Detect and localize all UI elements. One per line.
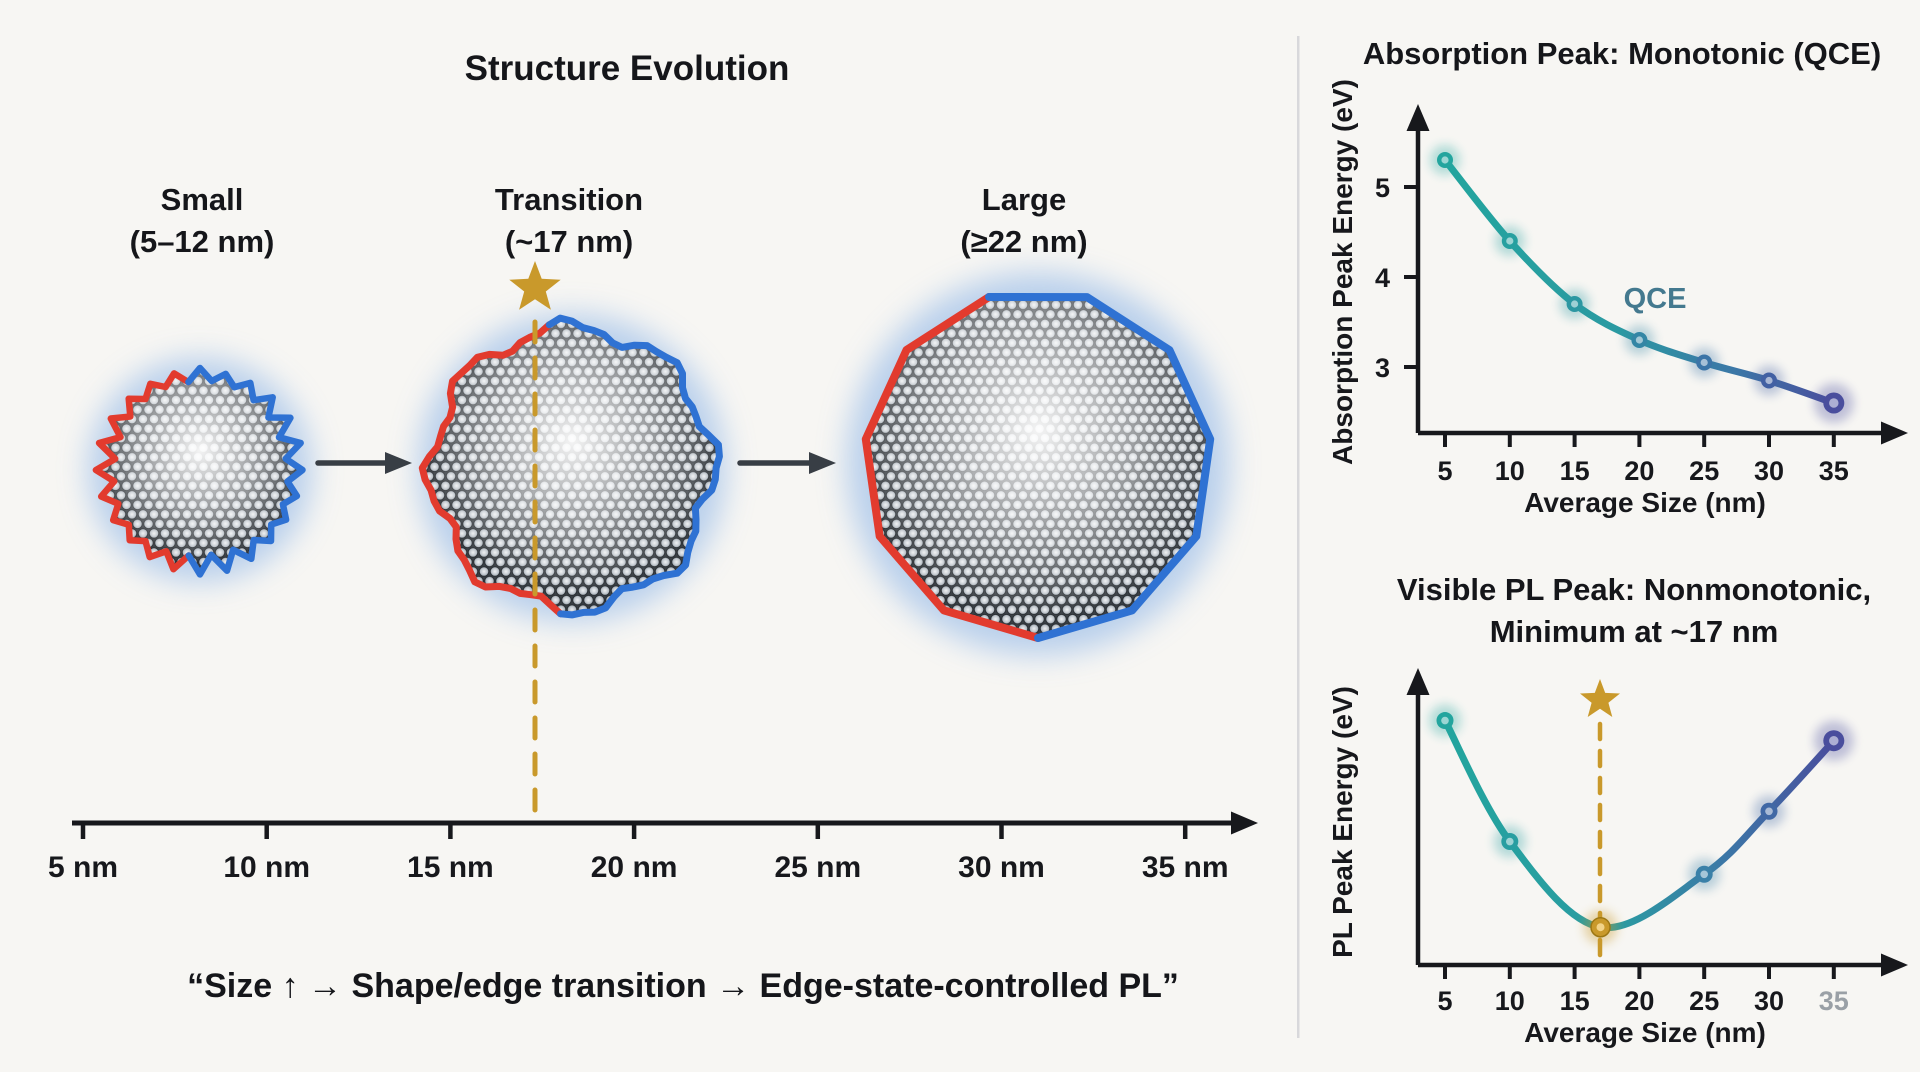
pl-xtick-label: 35 <box>1819 986 1849 1016</box>
zigzag-edge-red <box>418 321 564 618</box>
panel-divider <box>1297 36 1300 1038</box>
size-axis-label: 30 nm <box>958 851 1045 884</box>
growth-arrowhead <box>809 452 836 474</box>
structure-evolution-graphics: 5 nm 10 nm 15 nm 20 nm 25 nm 30 nm 35 nm <box>48 261 1258 884</box>
absorption-xlabel: Average Size (nm) <box>1524 487 1766 518</box>
zigzag-edge-red <box>861 293 1042 642</box>
stage-small-range: (5–12 nm) <box>130 224 275 259</box>
stage-large-name: Large <box>982 182 1066 217</box>
size-axis-label: 15 nm <box>407 851 494 884</box>
size-axis-label: 5 nm <box>48 851 118 884</box>
pl-xtick-label: 30 <box>1754 986 1784 1016</box>
absorption-xtick-label: 5 <box>1437 456 1452 486</box>
nanoparticle-illustrations <box>87 272 1230 656</box>
absorption-chart-title: Absorption Peak: Monotonic (QCE) <box>1363 36 1881 71</box>
particle-shading <box>422 318 720 615</box>
absorption-xtick-label: 35 <box>1819 456 1849 486</box>
absorption-ylabel: Absorption Peak Energy (eV) <box>1327 79 1358 465</box>
pl-chart-graphics: 5 10 15 20 25 30 35 <box>1406 668 1908 1016</box>
transition-star-icon <box>509 261 561 310</box>
pl-xtick-label: 25 <box>1689 986 1719 1016</box>
absorption-ytick-label: 4 <box>1375 263 1390 293</box>
growth-arrowhead <box>385 452 412 474</box>
pl-minimum-star-icon <box>1580 679 1620 717</box>
qce-annotation: QCE <box>1624 283 1687 315</box>
stage-large-range: (≥22 nm) <box>960 224 1087 259</box>
size-axis-label: 35 nm <box>1142 851 1229 884</box>
pl-xtick-label: 10 <box>1495 986 1525 1016</box>
size-axis-label: 25 nm <box>774 851 861 884</box>
size-axis-label: 10 nm <box>223 851 310 884</box>
stage-small-name: Small <box>161 182 244 217</box>
absorption-xtick-label: 25 <box>1689 456 1719 486</box>
stage-transition-range: (~17 nm) <box>505 224 633 259</box>
size-axis-label: 20 nm <box>591 851 678 884</box>
summary-quote: “Size ↑ → Shape/edge transition → Edge-s… <box>187 967 1179 1005</box>
armchair-edge-blue <box>545 314 723 619</box>
absorption-ytick-label: 3 <box>1375 353 1390 383</box>
zigzag-edge-red <box>92 370 192 573</box>
pl-chart-title-line2: Minimum at ~17 nm <box>1490 614 1779 649</box>
pl-xtick-label: 20 <box>1624 986 1654 1016</box>
armchair-edge-blue <box>185 364 306 578</box>
armchair-edge-blue <box>985 293 1215 642</box>
absorption-xtick-label: 10 <box>1495 456 1525 486</box>
absorption-ytick-label: 5 <box>1375 173 1390 203</box>
absorption-xtick-label: 15 <box>1560 456 1590 486</box>
pl-xtick-label: 15 <box>1560 986 1590 1016</box>
absorption-xtick-label: 30 <box>1754 456 1784 486</box>
pl-xtick-label: 5 <box>1437 986 1452 1016</box>
pl-chart-title-line1: Visible PL Peak: Nonmonotonic, <box>1397 572 1871 607</box>
structure-evolution-title: Structure Evolution <box>465 49 790 88</box>
absorption-xtick-label: 20 <box>1624 456 1654 486</box>
pl-xlabel: Average Size (nm) <box>1524 1017 1766 1048</box>
stage-transition-name: Transition <box>495 182 643 217</box>
pl-ylabel: PL Peak Energy (eV) <box>1327 686 1358 958</box>
particle-shading <box>865 297 1211 638</box>
